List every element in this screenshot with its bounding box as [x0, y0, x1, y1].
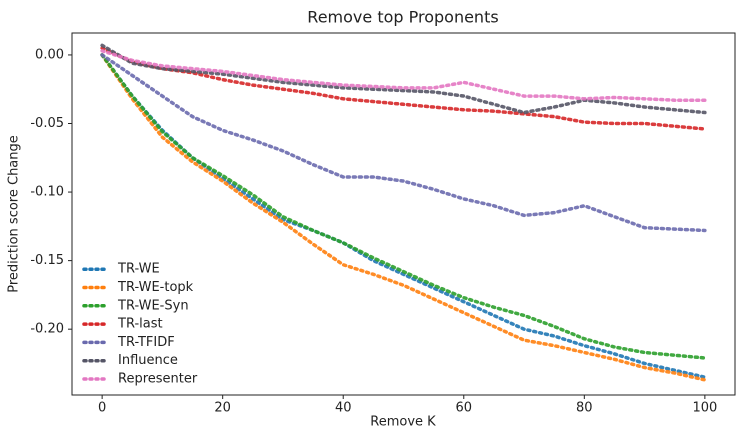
- plot-frame: [71, 32, 736, 396]
- x-tick-label: 0: [98, 401, 106, 416]
- y-tick-label: -0.05: [30, 116, 64, 131]
- series-line: [100, 46, 707, 131]
- x-tick-label: 60: [455, 401, 472, 416]
- x-tick-label: 80: [576, 401, 593, 416]
- legend-label: TR-TFIDF: [117, 335, 175, 350]
- legend-label: Representer: [118, 372, 198, 387]
- chart-title: Remove top Proponents: [307, 8, 498, 27]
- legend-label: TR-WE-topk: [117, 280, 194, 295]
- series-line: [100, 53, 707, 382]
- legend-label: TR-last: [117, 317, 163, 332]
- series-line: [100, 53, 707, 233]
- y-tick-label: 0.00: [35, 47, 64, 62]
- x-tick-label: 40: [335, 401, 352, 416]
- series-line: [100, 49, 707, 102]
- series-line: [100, 43, 707, 115]
- x-tick-label: 100: [692, 401, 717, 416]
- legend-label: Influence: [118, 353, 178, 368]
- y-tick-label: -0.20: [30, 322, 64, 337]
- y-tick-label: -0.15: [30, 253, 64, 268]
- series-line: [100, 53, 707, 360]
- x-axis-label: Remove K: [370, 415, 436, 430]
- legend-label: TR-WE: [117, 262, 160, 277]
- y-tick-label: -0.10: [30, 185, 64, 200]
- x-tick-label: 20: [214, 401, 231, 416]
- y-axis-label: Prediction score Change: [7, 135, 22, 293]
- legend-label: TR-WE-Syn: [117, 298, 189, 313]
